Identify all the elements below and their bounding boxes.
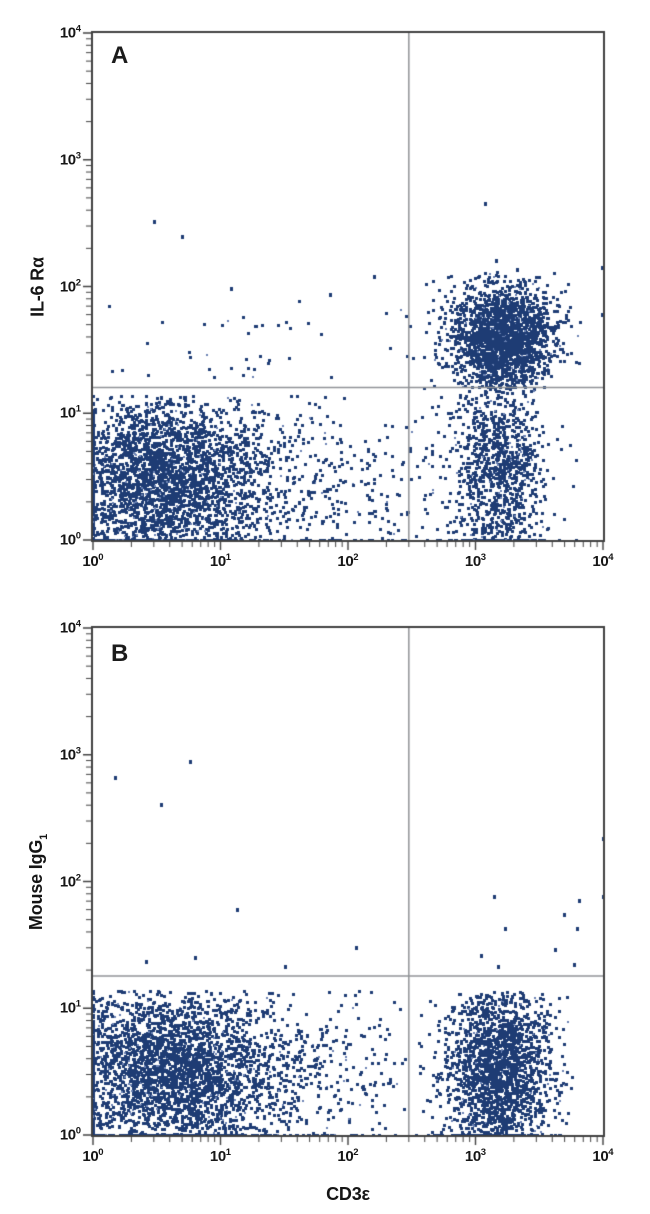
panel-a-letter: A	[111, 42, 129, 69]
y-tick-label: 101	[59, 403, 81, 422]
y-tick-label: 102	[59, 277, 81, 296]
x-tick-label: 102	[337, 552, 359, 570]
y-tick-label: 100	[59, 1125, 81, 1144]
y-tick-label: 101	[59, 998, 81, 1017]
y-tick-label: 102	[59, 872, 81, 891]
y-tick-label: 104	[59, 23, 81, 42]
panel-b-plot	[0, 600, 650, 1214]
x-tick-label: 101	[209, 552, 232, 570]
x-tick-label: 104	[592, 552, 614, 570]
x-tick-label: 100	[82, 552, 104, 570]
y-tick-label: 103	[59, 745, 81, 764]
panel-a-plot	[0, 0, 650, 600]
y-tick-label: 104	[59, 618, 81, 637]
panel-b-y-axis-title-subscript: 1	[37, 833, 50, 840]
y-tick-label: 103	[59, 150, 81, 169]
y-tick-label: 100	[59, 530, 81, 549]
x-tick-label: 103	[464, 1147, 487, 1165]
x-tick-label: 103	[464, 552, 487, 570]
x-tick-label: 100	[82, 1147, 104, 1165]
panel-b-letter: B	[111, 640, 129, 667]
x-tick-label: 101	[209, 1147, 232, 1165]
x-axis-title: CD3ε	[326, 1184, 370, 1204]
x-tick-label: 102	[337, 1147, 359, 1165]
x-tick-label: 104	[592, 1147, 614, 1165]
